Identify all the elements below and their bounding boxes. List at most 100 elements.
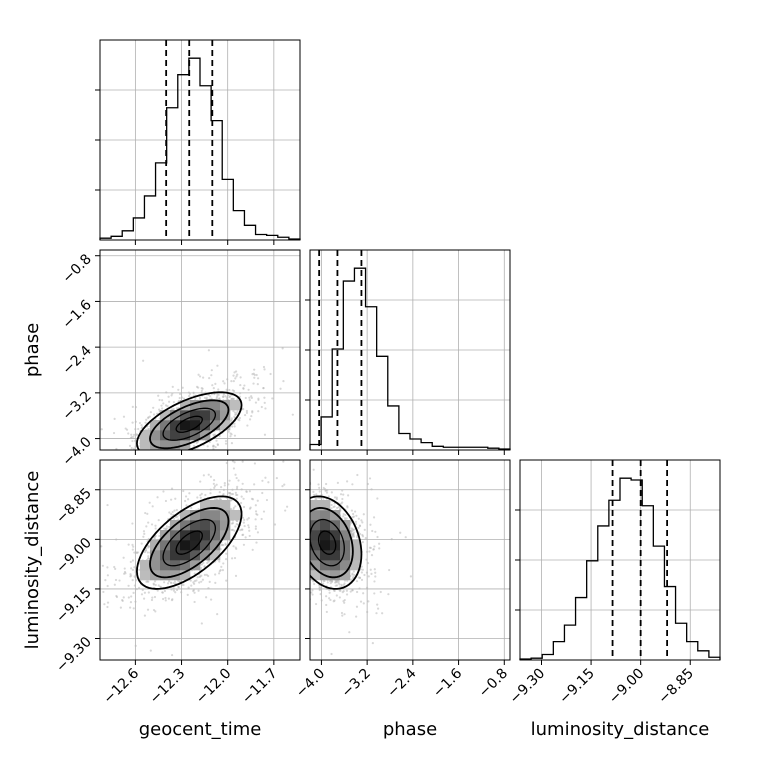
scatter-point [243,518,246,521]
scatter-point [313,582,316,586]
x-tick-label: −12.3 [147,666,189,708]
scatter-point [172,401,175,404]
scatter-point [224,442,228,445]
density-cell [140,440,151,450]
density-cell [190,560,201,571]
scatter-point [343,601,346,604]
scatter-point [254,527,257,530]
scatter-point [150,523,154,526]
scatter-point [215,439,218,442]
scatter-point [147,416,150,420]
scatter-point [164,596,167,600]
scatter-point [381,612,384,615]
density-cell [310,570,321,581]
density-cell [150,540,161,551]
x-tick-label: −12.0 [193,666,235,708]
scatter-point [306,546,308,548]
scatter-point [354,510,357,513]
scatter-point [321,582,325,585]
scatter-point [250,396,253,400]
scatter-point [233,461,236,464]
scatter-point [247,524,250,527]
scatter-point [178,453,180,455]
scatter-point [329,582,332,585]
scatter-point [146,608,150,611]
scatter-point [336,481,339,484]
scatter-point [291,501,293,503]
scatter-point [214,445,217,449]
scatter-point [193,600,196,604]
scatter-point [369,523,372,526]
scatter-point [236,485,239,488]
scatter-point [106,566,109,569]
scatter-point [293,557,295,559]
scatter-point [265,498,269,502]
scatter-point [200,387,203,390]
scatter-point [312,490,315,493]
scatter-point [205,596,208,599]
scatter-point [122,415,126,418]
scatter-point [261,456,263,458]
scatter-point [355,514,358,517]
scatter-point [239,501,243,505]
scatter-point [291,413,294,416]
scatter-point [363,573,366,577]
scatter-point [106,584,109,588]
scatter-point [164,599,167,602]
scatter-point [152,583,156,586]
scatter-point [214,382,217,385]
scatter-point [157,584,160,587]
scatter-point [141,452,143,454]
density-cell [180,560,191,571]
x-tick-label: −11.7 [239,666,281,708]
scatter-point [373,545,376,548]
density-cell [150,550,161,561]
scatter-point [256,513,259,516]
scatter-point [303,523,305,525]
scatter-point [236,409,239,413]
density-cell [220,400,231,411]
scatter-point [284,528,286,530]
scatter-point [203,396,207,399]
scatter-point [261,491,264,495]
scatter-point [263,433,267,436]
scatter-point [184,455,186,457]
scatter-point [307,492,309,494]
scatter-point [304,536,306,538]
scatter-point [340,611,344,615]
scatter-point [279,429,281,431]
scatter-point [198,581,201,584]
scatter-point [237,479,240,482]
scatter-point [362,592,365,595]
scatter-point [218,572,221,575]
density-cell [180,420,191,431]
y-tick-label: −9.00 [53,535,95,577]
scatter-point [152,406,155,409]
scatter-point [222,380,225,383]
scatter-point [131,439,134,443]
scatter-point [303,537,305,539]
density-cell [190,520,201,531]
scatter-point [147,508,149,510]
scatter-point [343,598,346,602]
scatter-point [156,412,159,415]
scatter-point [183,451,185,453]
scatter-point [158,408,161,411]
scatter-point [134,406,138,409]
scatter-point [171,385,174,388]
scatter-point [335,497,338,501]
scatter-point [162,402,165,405]
scatter-point [284,553,286,555]
scatter-point [262,365,266,369]
scatter-point [251,548,254,551]
density-cell [160,440,171,450]
density-cell [210,420,221,431]
scatter-point [302,534,304,536]
scatter-point [293,525,295,527]
scatter-point [240,495,243,498]
contour-level [162,518,217,567]
scatter-point [199,496,202,499]
scatter-point [162,597,165,601]
scatter-point [175,588,179,592]
scatter-point [302,515,304,517]
